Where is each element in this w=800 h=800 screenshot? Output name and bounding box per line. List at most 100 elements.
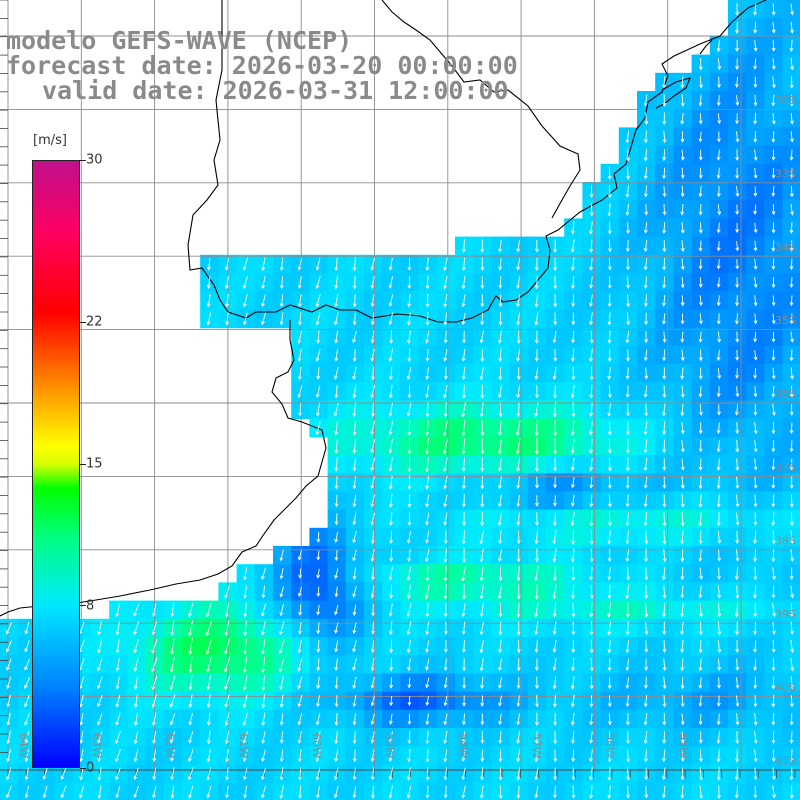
wind-arrow xyxy=(425,621,430,636)
wind-arrow xyxy=(626,730,630,745)
wind-arrow xyxy=(589,621,594,636)
wind-arrow xyxy=(643,167,648,180)
wind-arrow xyxy=(662,694,667,708)
wind-arrow xyxy=(370,312,375,326)
wind-arrow xyxy=(716,440,721,453)
wind-arrow xyxy=(771,731,776,744)
wind-arrow xyxy=(643,511,648,527)
wind-arrow xyxy=(443,530,448,545)
wind-arrow xyxy=(771,21,776,34)
wind-arrow xyxy=(662,130,667,144)
wind-arrow xyxy=(97,749,102,763)
wind-arrow xyxy=(625,695,630,708)
latitude-label: 35S xyxy=(775,314,796,327)
wind-arrow xyxy=(570,511,575,527)
wind-arrow xyxy=(753,21,758,34)
wind-arrow xyxy=(133,767,139,781)
wind-arrow xyxy=(516,276,521,290)
wind-arrow xyxy=(735,458,740,471)
wind-arrow xyxy=(753,585,757,599)
wind-arrow xyxy=(680,476,685,489)
wind-arrow xyxy=(315,421,321,435)
wind-arrow xyxy=(735,658,740,671)
wind-arrow xyxy=(516,312,521,326)
wind-arrow xyxy=(717,639,722,654)
wind-arrow xyxy=(169,694,176,708)
wind-arrow xyxy=(789,694,794,708)
wind-arrow xyxy=(625,511,630,527)
wind-arrow xyxy=(789,295,794,307)
wind-arrow xyxy=(608,457,612,472)
wind-arrow xyxy=(407,658,411,672)
wind-arrow xyxy=(662,313,666,325)
wind-arrow xyxy=(607,602,612,618)
wind-arrow xyxy=(571,330,575,344)
wind-arrow xyxy=(662,367,667,380)
wind-arrow xyxy=(680,785,685,799)
wind-arrow xyxy=(626,349,630,362)
wind-arrow xyxy=(680,349,685,362)
wind-arrow xyxy=(607,695,612,708)
wind-arrow xyxy=(224,712,230,727)
wind-arrow xyxy=(370,476,376,490)
longitude-label: 64W xyxy=(17,733,30,758)
wind-arrow xyxy=(425,658,430,671)
wind-arrow xyxy=(698,422,703,435)
wind-arrow xyxy=(425,348,430,362)
wind-arrow xyxy=(424,548,430,563)
wind-arrow xyxy=(680,403,685,417)
wind-arrow xyxy=(625,240,630,253)
wind-arrow xyxy=(516,730,521,745)
wind-arrow xyxy=(589,602,594,618)
wind-arrow xyxy=(589,402,594,417)
wind-arrow xyxy=(626,439,630,454)
wind-arrow xyxy=(662,548,667,563)
wind-arrow xyxy=(771,94,776,107)
wind-arrow xyxy=(771,295,776,307)
colorbar-tick-label: 15 xyxy=(86,456,103,472)
wind-arrow xyxy=(407,713,412,725)
wind-arrow xyxy=(716,386,721,398)
wind-arrow xyxy=(535,495,539,507)
wind-arrow xyxy=(261,603,267,617)
wind-arrow xyxy=(734,404,739,416)
wind-arrow xyxy=(534,621,539,636)
wind-arrow xyxy=(406,639,412,654)
wind-arrow xyxy=(571,767,576,781)
wind-arrow xyxy=(589,767,593,781)
wind-arrow xyxy=(352,658,357,672)
wind-arrow xyxy=(60,785,67,799)
wind-arrow xyxy=(644,602,649,618)
wind-arrow xyxy=(789,167,794,179)
wind-arrow xyxy=(534,640,539,654)
wind-arrow xyxy=(571,312,576,326)
latitude-label: 38S xyxy=(775,534,796,547)
wind-arrow xyxy=(644,640,649,653)
wind-arrow xyxy=(298,403,302,417)
wind-arrow xyxy=(443,330,448,344)
colorbar-tick-label: 30 xyxy=(86,152,103,168)
wind-arrow xyxy=(771,494,776,508)
wind-arrow xyxy=(789,567,794,581)
wind-arrow xyxy=(169,656,176,673)
wind-arrow xyxy=(735,530,740,544)
wind-arrow xyxy=(644,112,649,126)
wind-arrow xyxy=(170,603,175,618)
wind-arrow xyxy=(753,458,758,471)
wind-arrow xyxy=(662,658,667,672)
wind-arrow xyxy=(480,713,485,726)
colorbar-tick-label: 22 xyxy=(86,314,103,330)
wind-arrow xyxy=(516,639,521,654)
wind-arrow xyxy=(643,385,648,398)
wind-arrow xyxy=(698,621,703,636)
wind-arrow xyxy=(242,693,248,709)
wind-arrow xyxy=(279,767,284,781)
wind-arrow xyxy=(608,511,612,527)
wind-arrow xyxy=(170,620,175,637)
latitude-labels: 32S 33S 34S 35S 36S 37S 38S 39S 40S 41S xyxy=(775,94,796,768)
wind-arrow xyxy=(370,530,375,545)
wind-arrow xyxy=(698,549,703,562)
wind-arrow xyxy=(699,602,704,618)
wind-arrow xyxy=(152,767,157,781)
